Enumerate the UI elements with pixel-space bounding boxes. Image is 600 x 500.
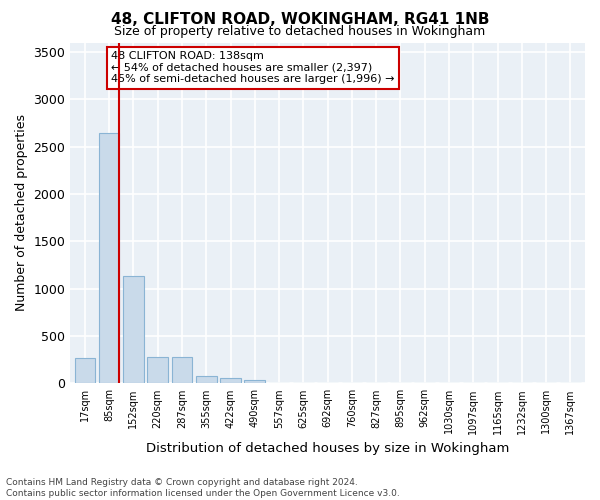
Text: 48 CLIFTON ROAD: 138sqm
← 54% of detached houses are smaller (2,397)
45% of semi: 48 CLIFTON ROAD: 138sqm ← 54% of detache…: [112, 51, 395, 84]
X-axis label: Distribution of detached houses by size in Wokingham: Distribution of detached houses by size …: [146, 442, 509, 455]
Bar: [74, 358, 95, 384]
Bar: [99, 134, 119, 384]
Text: 48, CLIFTON ROAD, WOKINGHAM, RG41 1NB: 48, CLIFTON ROAD, WOKINGHAM, RG41 1NB: [111, 12, 489, 28]
Bar: [220, 378, 241, 384]
Bar: [148, 357, 168, 384]
Bar: [244, 380, 265, 384]
Text: Size of property relative to detached houses in Wokingham: Size of property relative to detached ho…: [115, 25, 485, 38]
Bar: [196, 376, 217, 384]
Bar: [123, 276, 144, 384]
Bar: [172, 357, 192, 384]
Text: Contains HM Land Registry data © Crown copyright and database right 2024.
Contai: Contains HM Land Registry data © Crown c…: [6, 478, 400, 498]
Y-axis label: Number of detached properties: Number of detached properties: [15, 114, 28, 312]
